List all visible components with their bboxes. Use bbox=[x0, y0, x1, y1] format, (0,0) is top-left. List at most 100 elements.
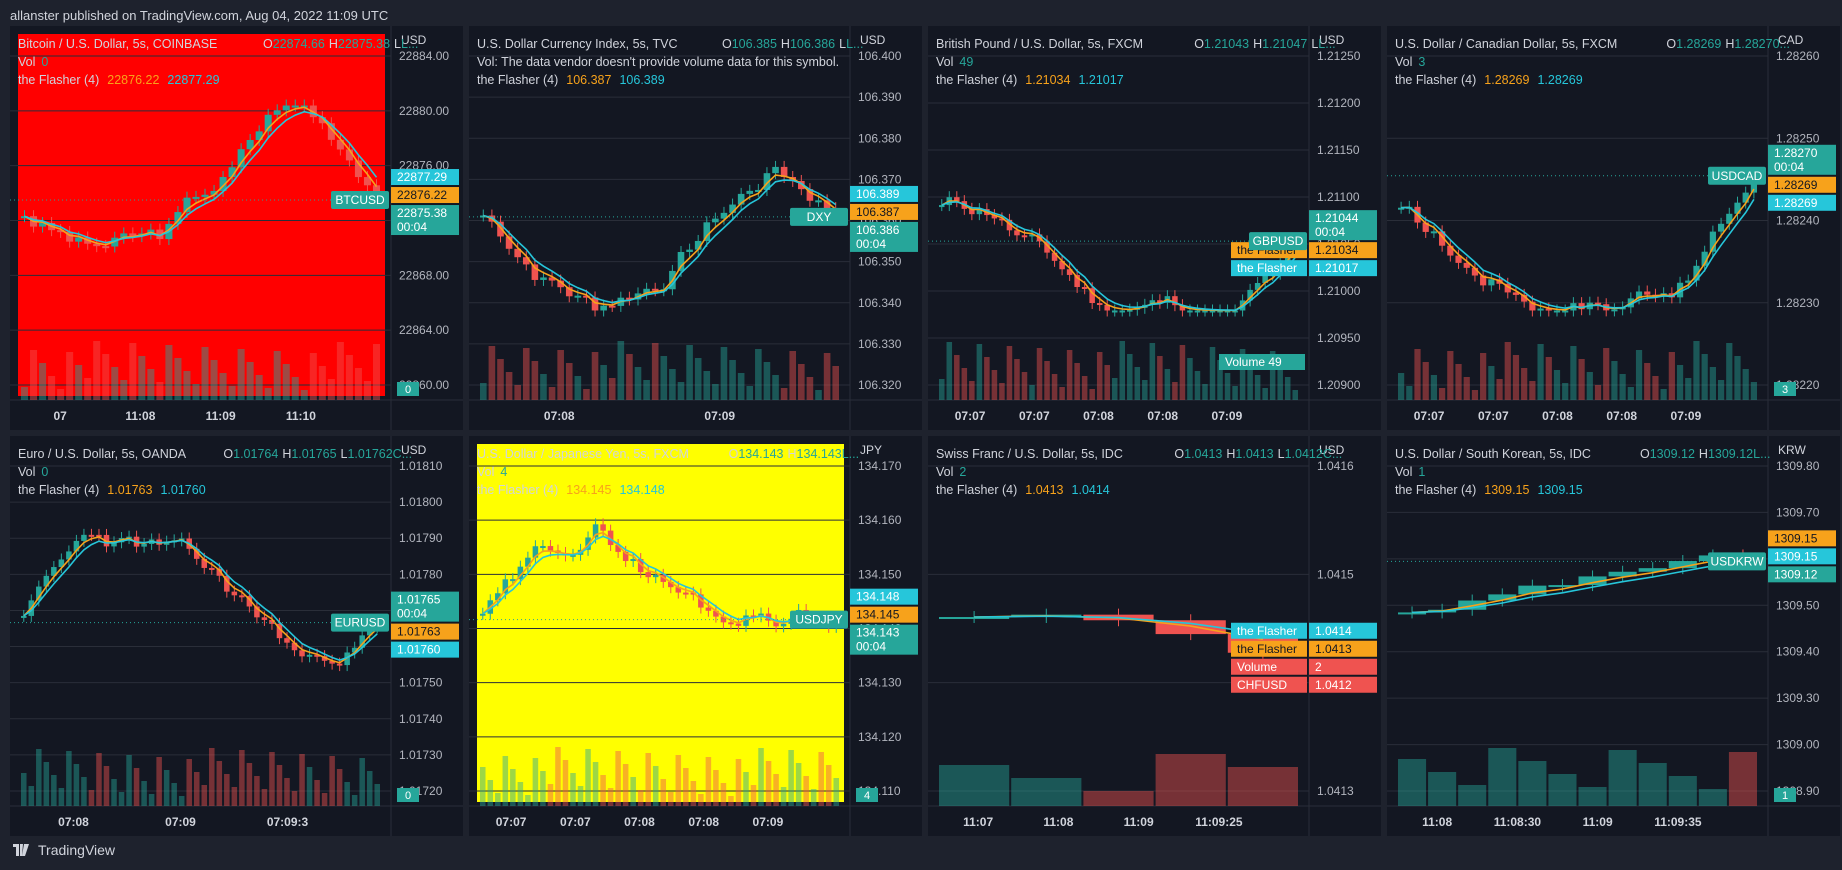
volume-bar bbox=[306, 767, 313, 806]
x-tick-label: 11:08 bbox=[1422, 815, 1452, 829]
volume-bar bbox=[1398, 373, 1405, 400]
volume-bar bbox=[351, 795, 358, 806]
candle-body bbox=[201, 194, 209, 197]
volume-bar bbox=[39, 363, 47, 400]
volume-bar bbox=[1570, 346, 1577, 400]
chart-panel[interactable]: 1.28260 1.28250 1.28240 1.28230 1.28220 07:07… bbox=[1387, 26, 1840, 430]
volume-bar bbox=[1693, 341, 1700, 400]
chart-panel[interactable]: 134.170134.160134.150134.140134.130134.1… bbox=[469, 436, 922, 836]
volume-bar bbox=[118, 792, 125, 806]
chart-panel[interactable]: 22884.0022880.0022876.0022872.0022868.00… bbox=[10, 26, 463, 430]
volume-bar bbox=[1155, 754, 1226, 806]
symbol-tag: DXY bbox=[807, 210, 832, 224]
candle-body bbox=[991, 215, 998, 219]
candle-body bbox=[237, 149, 245, 168]
candle-body bbox=[73, 540, 80, 552]
candle-body bbox=[1512, 292, 1520, 295]
volume-bar bbox=[833, 778, 839, 806]
currency-label: CAD bbox=[1778, 33, 1804, 47]
candle-body bbox=[306, 654, 313, 657]
volume-bar bbox=[1089, 389, 1095, 400]
chart-panel[interactable]: 1.212501.212001.211501.211001.210501.210… bbox=[928, 26, 1381, 430]
y-tick-label: 22864.00 bbox=[399, 323, 449, 337]
chart-panel[interactable]: 1.018101.018001.017901.017801.017701.017… bbox=[10, 436, 463, 836]
volume-bar bbox=[570, 773, 576, 806]
chart-svg: 22884.0022880.0022876.0022872.0022868.00… bbox=[10, 26, 463, 430]
candle-body bbox=[1644, 291, 1651, 295]
ohlc-key: H bbox=[1725, 37, 1734, 51]
price-tag bbox=[1309, 622, 1377, 639]
y-tick-label: 1.0416 bbox=[1317, 459, 1354, 473]
flasher-line-orange bbox=[23, 535, 378, 664]
volume-bar bbox=[1652, 376, 1659, 400]
candle-body bbox=[1398, 612, 1427, 615]
volume-bar bbox=[1463, 377, 1470, 400]
volume-bar bbox=[336, 769, 343, 806]
candle-body bbox=[1578, 576, 1607, 586]
price-tag bbox=[1768, 566, 1836, 583]
volume-bar bbox=[1292, 390, 1298, 400]
symbol-title: U.S. Dollar / Canadian Dollar, 5s, FXCM bbox=[1395, 37, 1617, 51]
candle-body bbox=[746, 190, 754, 194]
symbol-tag: USDCAD bbox=[1712, 169, 1763, 183]
price-tag-name-box bbox=[1231, 622, 1307, 639]
volume-bar bbox=[737, 373, 745, 400]
candle-body bbox=[705, 607, 712, 611]
symbol-tag-box bbox=[331, 613, 389, 632]
candle-body bbox=[1717, 223, 1725, 232]
volume-bar bbox=[81, 777, 87, 806]
chart-panel[interactable]: 106.400 106.390 106.380 106.370 106.360 106.3… bbox=[469, 26, 922, 430]
volume-legend-value: 3 bbox=[1418, 55, 1425, 69]
y-tick-label: 1309.70 bbox=[1776, 505, 1820, 519]
symbol-tag: USDKRW bbox=[1710, 554, 1764, 568]
candle-body bbox=[163, 541, 170, 545]
candle-body bbox=[21, 216, 29, 219]
indicator-value-orange: 134.145 bbox=[566, 483, 611, 497]
candle-body bbox=[1202, 310, 1208, 313]
candle-body bbox=[1635, 291, 1643, 299]
candle-body bbox=[39, 223, 47, 227]
x-tick-label: 11:09 bbox=[1583, 815, 1613, 829]
volume-bar bbox=[583, 389, 590, 400]
volume-bar bbox=[1458, 785, 1487, 806]
candle-body bbox=[1187, 310, 1193, 313]
chart-panel[interactable]: 1309.801309.701309.601309.501309.401309.… bbox=[1387, 436, 1840, 836]
volume-bar bbox=[1029, 385, 1035, 400]
currency-label: KRW bbox=[1778, 443, 1806, 457]
volume-bar bbox=[156, 382, 164, 400]
candle-body bbox=[712, 218, 719, 223]
flasher-line-orange bbox=[483, 174, 837, 306]
candle-body bbox=[209, 567, 215, 570]
symbol-title: Euro / U.S. Dollar, 5s, OANDA bbox=[18, 447, 187, 461]
volume-bar bbox=[1232, 386, 1238, 400]
price-tag-value: 1.28269 bbox=[1774, 196, 1818, 210]
indicator-name: the Flasher (4) bbox=[936, 483, 1017, 497]
candle-body bbox=[780, 166, 788, 178]
volume-bar bbox=[532, 758, 539, 806]
x-tick-label: 11:07 bbox=[963, 815, 993, 829]
y-tick-label: 134.170 bbox=[858, 459, 902, 473]
candle-body bbox=[282, 105, 290, 111]
ohlc-value: 1.01762 bbox=[347, 447, 392, 461]
volume-bar bbox=[126, 755, 132, 806]
tradingview-footer[interactable]: TradingView bbox=[10, 842, 115, 858]
volume-bar bbox=[531, 361, 539, 400]
ohlc-value: 1.21047 bbox=[1262, 37, 1307, 51]
ohlc-key: H bbox=[282, 447, 291, 461]
price-tag-value: 1.0413 bbox=[1315, 642, 1352, 656]
x-tick-label: 07:08 bbox=[1083, 409, 1114, 423]
indicator-value-orange: 1.28269 bbox=[1484, 73, 1529, 87]
x-tick-label: 07:09:3 bbox=[267, 815, 309, 829]
candle-body bbox=[720, 616, 727, 623]
volume-bar bbox=[505, 372, 513, 400]
chart-panel[interactable]: 1.0416 1.0415 1.0414 1.0413 11:07 11:08 11:09 1… bbox=[928, 436, 1381, 836]
volume-bar bbox=[1619, 374, 1626, 400]
volume-bar bbox=[1635, 350, 1643, 400]
volume-legend-label: Vol bbox=[18, 465, 35, 479]
candle-body bbox=[497, 221, 504, 237]
candle-body bbox=[129, 233, 137, 237]
x-tick-label: 11:08 bbox=[1043, 815, 1073, 829]
candle-body bbox=[276, 623, 283, 639]
volume-bar bbox=[1668, 776, 1697, 806]
volume-bar bbox=[677, 382, 685, 400]
